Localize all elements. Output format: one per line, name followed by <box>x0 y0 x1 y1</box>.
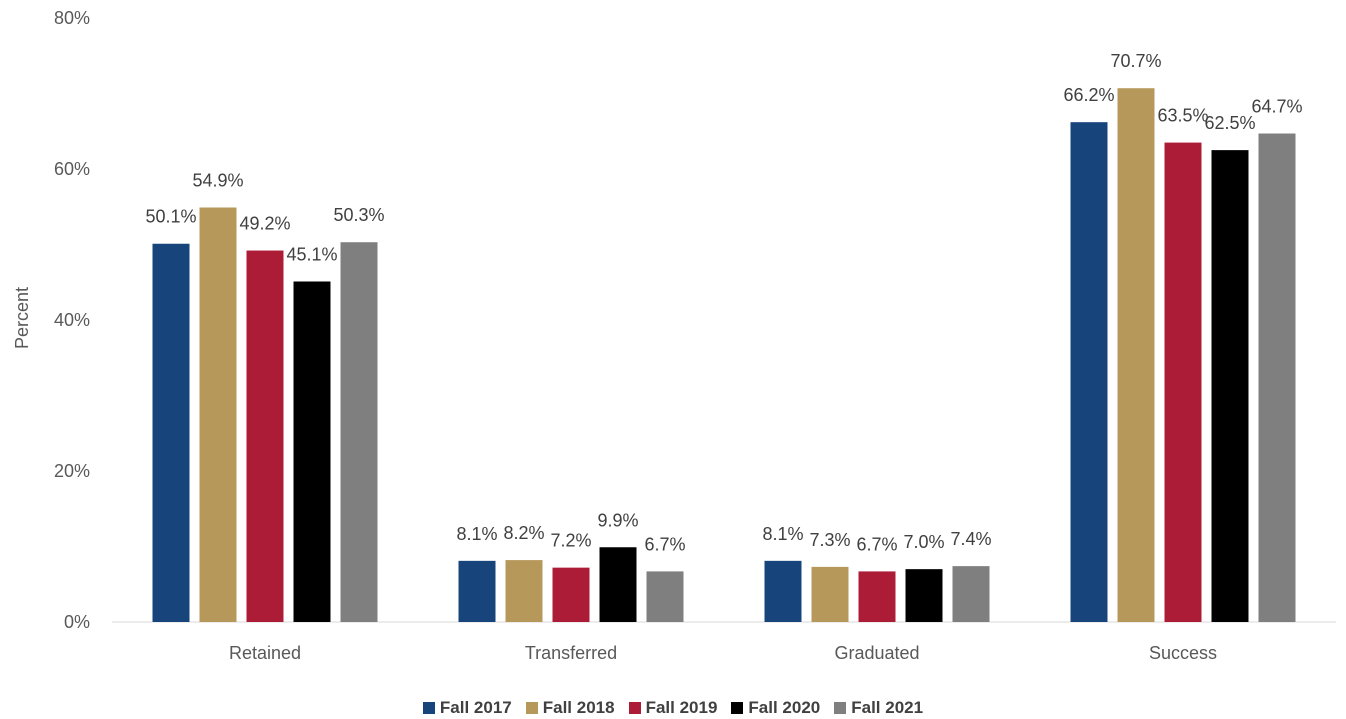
data-label: 54.9% <box>192 171 243 191</box>
x-category-label: Success <box>1149 643 1217 663</box>
legend-label: Fall 2018 <box>542 698 615 717</box>
data-label: 70.7% <box>1110 51 1161 71</box>
y-tick-label: 20% <box>54 461 90 481</box>
data-label: 6.7% <box>644 534 685 554</box>
bar-fall-2021-retained <box>340 242 378 623</box>
data-label: 45.1% <box>286 244 337 264</box>
legend-swatch <box>731 702 744 714</box>
data-label: 49.2% <box>239 214 290 234</box>
bars-group <box>152 88 1296 623</box>
bar-fall-2020-retained <box>293 281 331 622</box>
bar-fall-2021-success <box>1258 133 1296 622</box>
bar-fall-2021-transferred <box>646 571 684 622</box>
data-label: 50.3% <box>333 205 384 225</box>
legend-item: Fall 2019 <box>628 698 718 718</box>
bar-fall-2018-transferred <box>505 560 543 622</box>
data-label: 7.2% <box>550 531 591 551</box>
data-label: 8.1% <box>762 524 803 544</box>
legend-label: Fall 2020 <box>748 698 821 717</box>
x-category-label: Transferred <box>525 643 617 663</box>
data-label: 9.9% <box>597 510 638 530</box>
bar-fall-2020-graduated <box>905 569 943 622</box>
bar-fall-2019-transferred <box>552 567 590 622</box>
bar-fall-2021-graduated <box>952 566 990 622</box>
legend: Fall 2017 Fall 2018 Fall 2019 Fall 2020 Fall… <box>0 697 1346 719</box>
bar-fall-2017-retained <box>152 243 190 622</box>
bar-fall-2018-retained <box>199 207 237 622</box>
y-axis-ticks: 0% 20% 40% 60% 80% <box>54 8 90 632</box>
legend-swatch <box>834 702 847 714</box>
bar-fall-2018-success <box>1117 88 1155 623</box>
data-label: 8.2% <box>503 523 544 543</box>
data-label: 64.7% <box>1251 97 1302 117</box>
data-label: 6.7% <box>856 534 897 554</box>
bar-fall-2019-success <box>1164 142 1202 622</box>
x-category-label: Retained <box>229 643 301 663</box>
data-label: 8.1% <box>456 524 497 544</box>
legend-label: Fall 2019 <box>645 698 718 717</box>
data-labels-group: 50.1% 54.9% 49.2% 45.1% 50.3% 8.1% 8.2% 7.2% 9.9… <box>145 51 1302 554</box>
data-label: 62.5% <box>1204 113 1255 133</box>
legend-swatch <box>422 702 435 714</box>
legend-label: Fall 2017 <box>439 698 512 717</box>
legend-item: Fall 2017 <box>422 698 512 718</box>
bar-chart: 0% 20% 40% 60% 80% Percent 50.1% 54.9% 49.2% 45… <box>12 8 1336 663</box>
legend-swatch <box>525 702 538 714</box>
legend-label: Fall 2021 <box>851 698 924 717</box>
data-label: 7.0% <box>903 532 944 552</box>
bar-fall-2020-success <box>1211 150 1249 622</box>
x-axis-categories: Retained Transferred Graduated Success <box>229 643 1217 663</box>
bar-fall-2019-retained <box>246 250 284 623</box>
bar-fall-2020-transferred <box>599 547 637 622</box>
bar-fall-2017-graduated <box>764 560 802 622</box>
x-category-label: Graduated <box>834 643 919 663</box>
data-label: 63.5% <box>1157 106 1208 126</box>
data-label: 7.3% <box>809 530 850 550</box>
legend-item: Fall 2018 <box>525 698 615 718</box>
legend-item: Fall 2020 <box>731 698 820 718</box>
data-label: 50.1% <box>145 207 196 227</box>
bar-fall-2019-graduated <box>858 571 896 622</box>
bar-fall-2017-success <box>1070 122 1108 622</box>
data-label: 7.4% <box>950 529 991 549</box>
y-tick-label: 80% <box>54 8 90 28</box>
bar-fall-2018-graduated <box>811 566 849 622</box>
legend-swatch <box>628 702 641 714</box>
legend-item: Fall 2021 <box>834 698 923 718</box>
data-label: 66.2% <box>1063 85 1114 105</box>
y-axis-title: Percent <box>12 287 32 349</box>
bar-fall-2017-transferred <box>458 560 496 622</box>
y-tick-label: 40% <box>54 310 90 330</box>
y-tick-label: 60% <box>54 159 90 179</box>
y-tick-label: 0% <box>64 612 90 632</box>
